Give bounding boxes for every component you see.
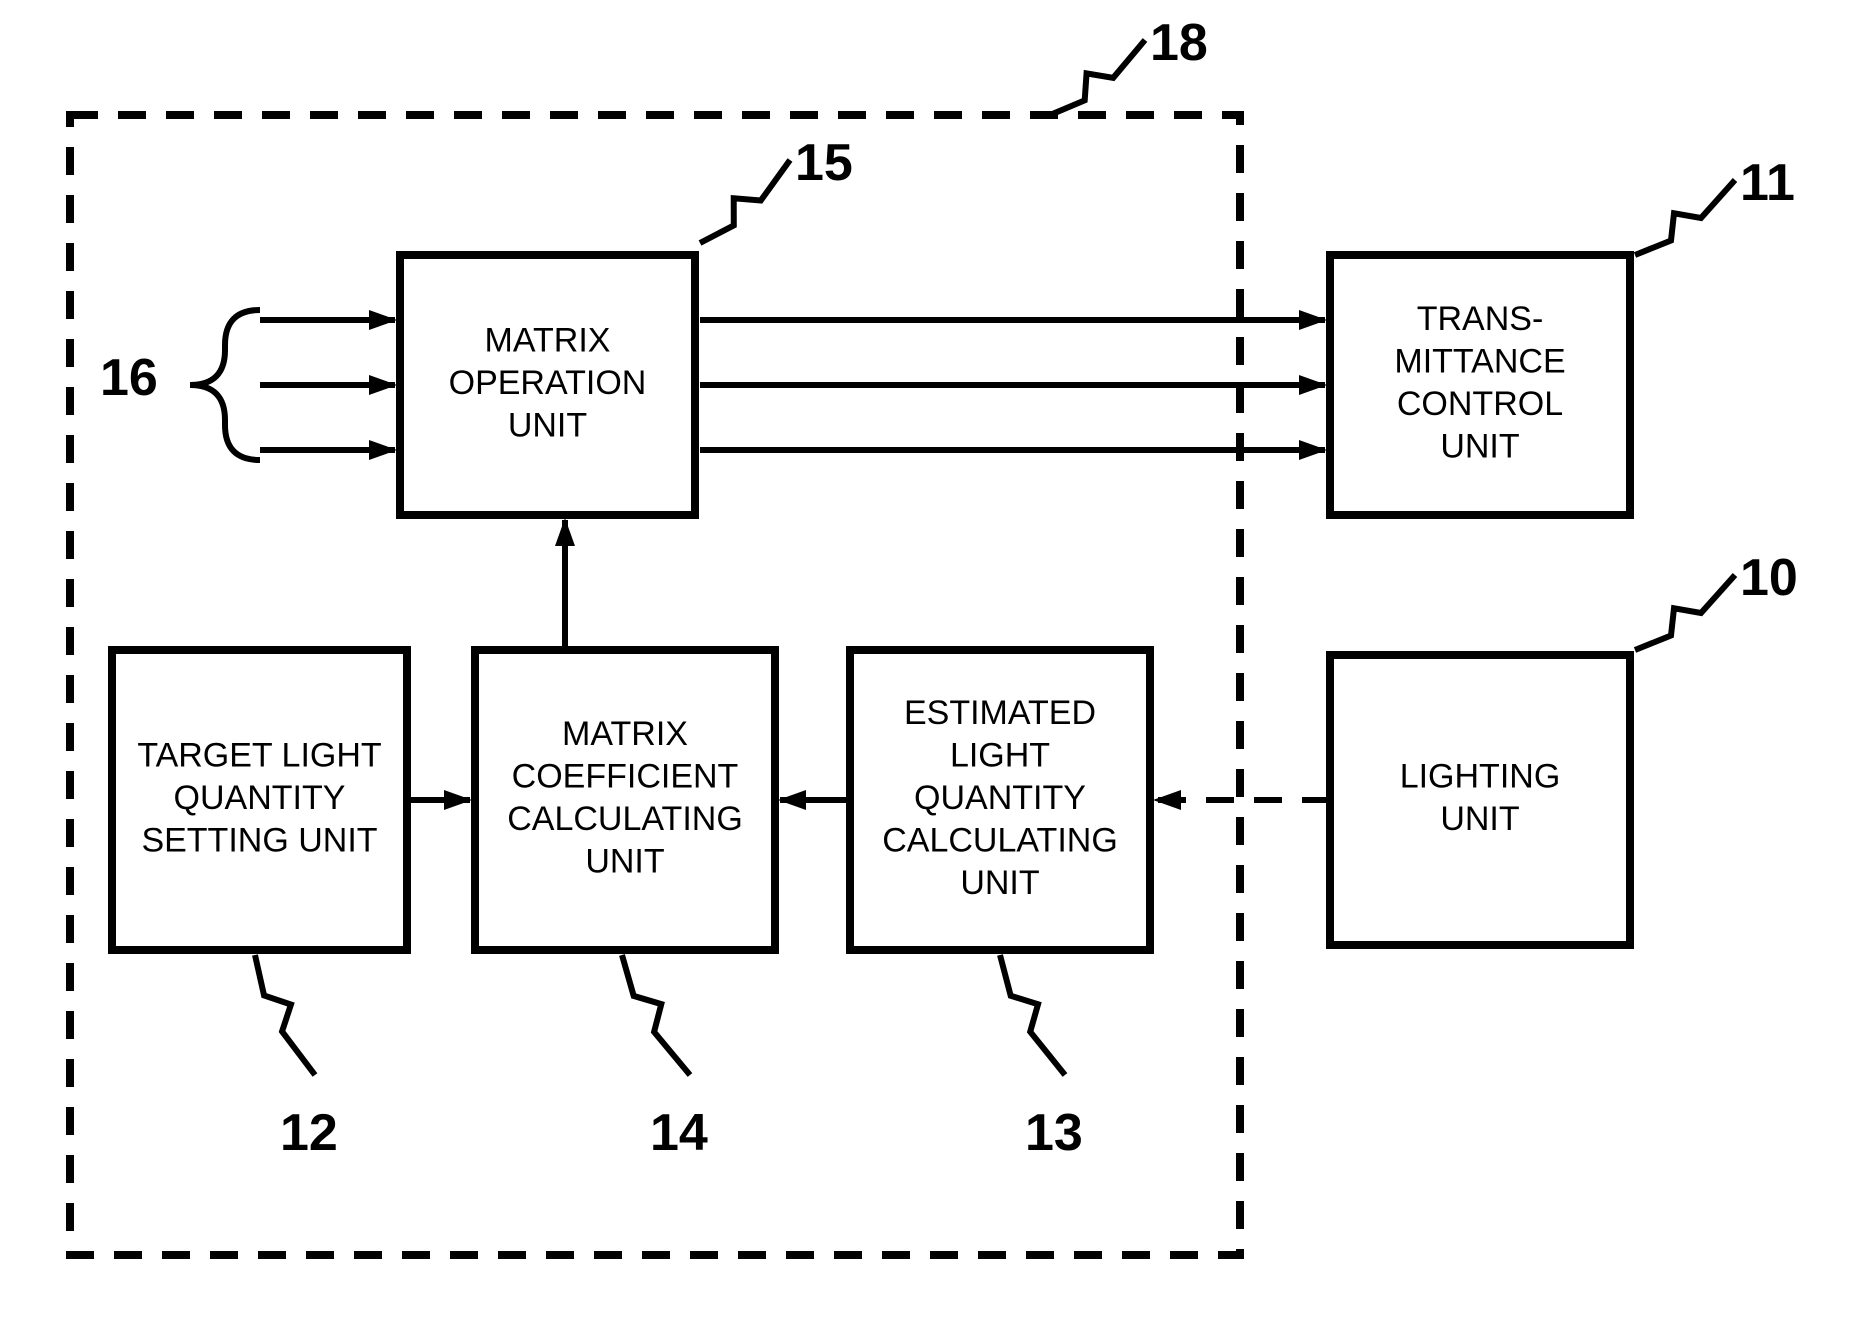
- block-estimated-label: CALCULATING: [882, 821, 1118, 859]
- ref-group-18-refnum: 18: [1150, 14, 1208, 72]
- block-matrix_op-label: OPERATION: [449, 364, 647, 402]
- block-trans_ctrl-label: TRANS-: [1417, 300, 1544, 338]
- ref-trans_ctrl-leader: [1635, 180, 1735, 255]
- block-target-label: SETTING UNIT: [141, 821, 377, 859]
- block-trans_ctrl-label: MITTANCE: [1394, 343, 1565, 381]
- ref-matrix_op-refnum: 15: [795, 134, 853, 192]
- ref-target-refnum: 12: [280, 1104, 338, 1162]
- block-matrix_op-label: UNIT: [508, 406, 587, 444]
- block-matrix_coef-label: MATRIX: [562, 715, 688, 753]
- ref-group-18-leader: [1050, 40, 1145, 115]
- ref-trans_ctrl-refnum: 11: [1740, 154, 1795, 212]
- block-estimated-label: LIGHT: [950, 736, 1050, 774]
- block-lighting-label: UNIT: [1440, 800, 1519, 838]
- block-trans_ctrl-label: CONTROL: [1397, 385, 1563, 423]
- block-lighting-label: LIGHTING: [1400, 758, 1561, 796]
- block-target-label: QUANTITY: [174, 779, 346, 817]
- ref-lighting-leader: [1635, 575, 1735, 650]
- block-trans_ctrl-label: UNIT: [1440, 428, 1519, 466]
- block-estimated-label: ESTIMATED: [904, 694, 1096, 732]
- block-matrix_coef-label: UNIT: [585, 843, 664, 881]
- ref-matrix_coef-leader: [622, 955, 690, 1075]
- input-brace: [190, 310, 260, 460]
- ref-lighting-refnum: 10: [1740, 549, 1798, 607]
- block-diagram: MATRIX OPERATION UNIT TRANS- MITTANCE CONTROL…: [0, 0, 1873, 1321]
- block-estimated-label: QUANTITY: [914, 779, 1086, 817]
- block-estimated-label: UNIT: [960, 864, 1039, 902]
- block-matrix_coef-label: COEFFICIENT: [512, 758, 739, 796]
- ref-matrix_coef-refnum: 14: [650, 1104, 708, 1162]
- block-matrix_op-label: MATRIX: [485, 321, 611, 359]
- block-matrix_coef-label: CALCULATING: [507, 800, 743, 838]
- block-target-label: TARGET LIGHT: [137, 736, 381, 774]
- ref-input-16-refnum: 16: [100, 349, 158, 407]
- ref-target-leader: [255, 955, 315, 1075]
- ref-estimated-refnum: 13: [1025, 1104, 1083, 1162]
- ref-estimated-leader: [1000, 955, 1065, 1075]
- ref-matrix_op-leader: [700, 160, 790, 243]
